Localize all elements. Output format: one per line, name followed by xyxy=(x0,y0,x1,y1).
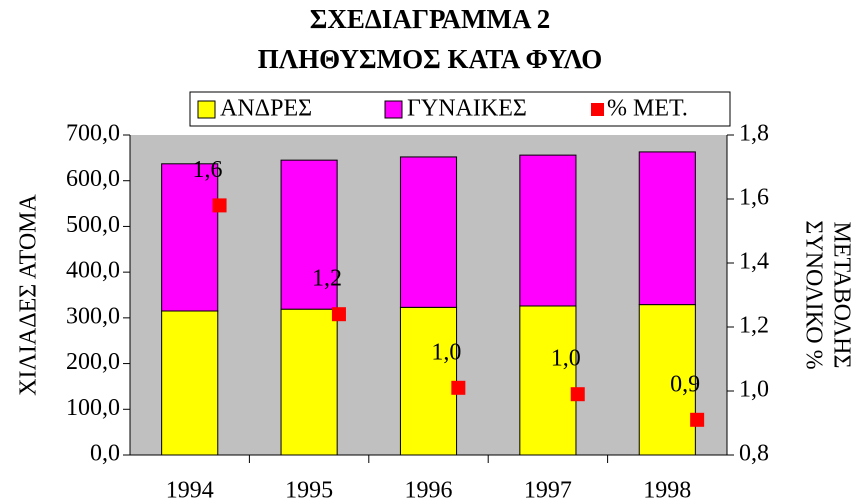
y-axis-label: ΧΙΛΙΑΔΕΣ ΑΤΟΜΑ xyxy=(16,193,42,395)
x-tick-label: 1995 xyxy=(285,478,333,504)
legend-label: ΑΝΔΡΕΣ xyxy=(220,96,312,122)
chart-title: ΠΛΗΘΥΣΜΟΣ ΚΑΤΑ ΦΥΛΟ xyxy=(258,44,602,74)
y-tick-label: 0,0 xyxy=(90,441,120,467)
bar xyxy=(638,151,696,306)
y-tick-label: 200,0 xyxy=(66,349,120,375)
point xyxy=(212,198,227,213)
chart-title: ΣΧΕΔΙΑΓΡΑΜΜΑ 2 xyxy=(310,4,551,34)
y-tick-label: 700,0 xyxy=(66,121,120,147)
x-tick-label: 1996 xyxy=(405,478,453,504)
x-tick-label: 1997 xyxy=(524,478,572,504)
data-label: 1,2 xyxy=(312,266,342,292)
bar xyxy=(280,159,338,310)
y2-axis-label: ΜΕΤΑΒΟΛΗΣ xyxy=(828,222,854,369)
bar xyxy=(519,305,577,456)
bar xyxy=(161,163,219,312)
y2-tick-label: 1,2 xyxy=(739,313,769,339)
legend-label: ΓΥΝΑΙΚΕΣ xyxy=(407,96,527,122)
y2-tick-label: 1,4 xyxy=(739,249,769,275)
y2-tick-label: 0,8 xyxy=(739,441,769,467)
data-label: 1,0 xyxy=(551,346,581,372)
data-label: 1,6 xyxy=(193,157,223,183)
legend xyxy=(189,91,731,127)
point xyxy=(331,307,346,322)
x-tick-label: 1998 xyxy=(643,478,691,504)
bar xyxy=(161,310,219,456)
y2-axis-label: ΣΥΝΟΛΙΚΟ % xyxy=(800,220,826,369)
bar xyxy=(399,306,458,456)
point xyxy=(690,412,705,427)
bar xyxy=(399,156,458,308)
bar xyxy=(638,304,696,456)
y-tick-label: 400,0 xyxy=(66,258,120,284)
y-tick-label: 100,0 xyxy=(66,395,120,421)
legend-swatch xyxy=(197,100,216,119)
y2-tick-label: 1,0 xyxy=(739,377,769,403)
y-tick-label: 300,0 xyxy=(66,303,120,329)
legend-swatch xyxy=(384,100,403,119)
point xyxy=(451,380,466,395)
data-label: 1,0 xyxy=(431,339,461,365)
y2-tick-label: 1,6 xyxy=(739,185,769,211)
point xyxy=(570,387,585,402)
y-tick-label: 600,0 xyxy=(66,166,120,192)
data-label: 0,9 xyxy=(670,371,700,397)
bar xyxy=(519,154,577,307)
legend-label: % ΜΕΤ. xyxy=(607,96,688,122)
y2-tick-label: 1,8 xyxy=(739,121,769,147)
legend-swatch xyxy=(591,103,604,116)
bar xyxy=(280,308,338,456)
x-tick-label: 1994 xyxy=(166,478,214,504)
y-tick-label: 500,0 xyxy=(66,212,120,238)
